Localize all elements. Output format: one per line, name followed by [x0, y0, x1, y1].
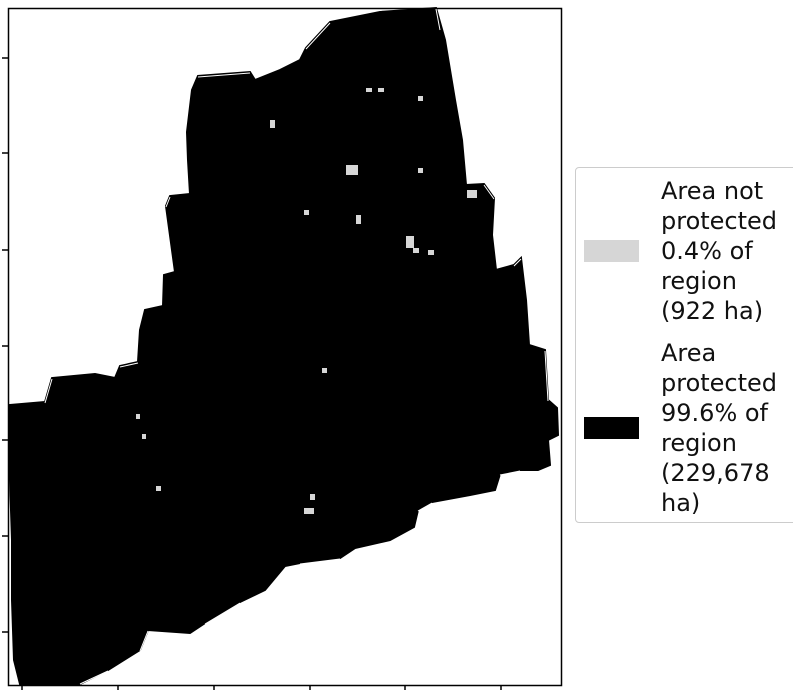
region-protected-area — [9, 6, 560, 685]
legend-entry-not-protected: Area not protected 0.4% of region (922 h… — [584, 176, 793, 326]
legend-swatch-not-protected — [584, 240, 639, 262]
legend: Area not protected 0.4% of region (922 h… — [575, 167, 793, 523]
y-axis-ticks — [2, 57, 8, 633]
unprotected-patches — [136, 88, 477, 514]
x-axis-ticks — [21, 685, 502, 690]
legend-swatch-protected — [584, 417, 639, 439]
region-outline — [44, 8, 549, 685]
legend-label-protected: Area protected 99.6% of region (229,678 … — [661, 339, 778, 517]
legend-label-not-protected: Area not protected 0.4% of region (922 h… — [661, 177, 778, 325]
plot-frame — [7, 7, 563, 687]
legend-entry-protected: Area protected 99.6% of region (229,678 … — [584, 338, 793, 518]
